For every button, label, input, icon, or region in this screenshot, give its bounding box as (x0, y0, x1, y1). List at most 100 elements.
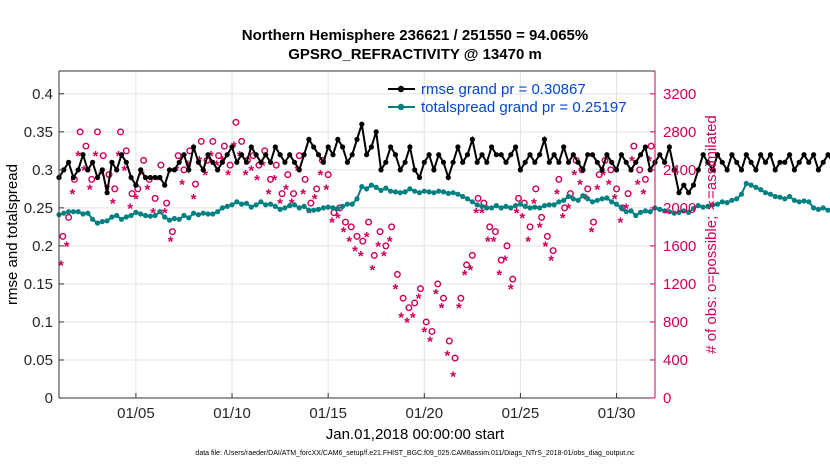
obs-assimilated-marker: * (283, 181, 289, 198)
totalspread-point (330, 205, 336, 211)
obs-possible-marker (157, 161, 165, 169)
totalspread-point (787, 193, 793, 200)
rmse-point (532, 159, 538, 165)
obs-possible-marker (151, 194, 159, 202)
rmse-point (690, 182, 697, 188)
rmse-point (762, 159, 769, 165)
obs-assimilated-marker: * (277, 196, 283, 213)
rmse-point (705, 159, 711, 165)
rmse-point (267, 159, 274, 165)
obs-possible-marker (122, 147, 130, 155)
rmse-point (147, 174, 153, 181)
totalspread-point (123, 214, 129, 220)
rmse-point (724, 167, 730, 173)
rmse-point (349, 152, 355, 158)
y-tick-label: 0.35 (24, 124, 53, 141)
totalspread-point (335, 206, 341, 212)
obs-possible-marker (589, 218, 597, 226)
totalspread-point (681, 208, 687, 214)
rmse-point (397, 167, 403, 173)
totalspread-point (320, 205, 326, 211)
totalspread-point (287, 203, 293, 209)
obs-assimilated-marker: * (571, 167, 577, 184)
totalspread-point (364, 186, 370, 192)
rmse-point (359, 121, 365, 127)
rmse-point (633, 159, 639, 165)
totalspread-point (191, 210, 197, 216)
totalspread-point (219, 205, 225, 211)
rmse-point (806, 159, 812, 165)
obs-assimilated-marker: * (156, 172, 162, 189)
rmse-point (94, 174, 101, 181)
obs-possible-marker (463, 261, 471, 269)
obs-possible-marker (561, 204, 569, 212)
rmse-point (263, 152, 269, 158)
obs-possible-marker (393, 270, 401, 278)
totalspread-point (729, 197, 735, 203)
rmse-point (325, 144, 331, 150)
obs-assimilated-marker: * (75, 148, 81, 165)
data-file-footer: data file: /Users/raeder/DAI/ATM_forcXX/… (195, 450, 635, 457)
obs-assimilated-marker: * (531, 196, 537, 213)
totalspread-point (114, 212, 120, 219)
obs-possible-marker (399, 294, 407, 302)
rmse-point (277, 152, 283, 158)
rmse-point (484, 159, 490, 165)
totalspread-point (426, 189, 432, 195)
rmse-line (58, 123, 830, 196)
totalspread-point (806, 199, 812, 205)
obs-possible-marker (509, 275, 517, 283)
rmse-point (191, 144, 197, 150)
obs-assimilated-marker: * (560, 210, 566, 227)
rmse-point (205, 152, 211, 158)
rmse-point (118, 152, 125, 158)
totalspread-point (85, 210, 91, 216)
obs-assimilated-marker: * (600, 167, 606, 184)
obs-assimilated-marker: * (393, 281, 399, 298)
rmse-point (469, 136, 475, 142)
obs-assimilated-marker: * (502, 253, 508, 270)
totalspread-point (61, 210, 67, 216)
totalspread-point (421, 188, 427, 194)
totalspread-point (412, 188, 418, 194)
rmse-point (565, 159, 572, 165)
obs-assimilated-marker: * (87, 181, 93, 198)
totalspread-point (142, 212, 149, 219)
obs-possible-marker (65, 213, 73, 221)
totalspread-point (700, 204, 706, 210)
totalspread-point (801, 198, 807, 204)
obs-assimilated-marker: * (398, 310, 404, 327)
rmse-point (407, 144, 413, 150)
totalspread-point (200, 210, 206, 216)
obs-assimilated-marker: * (427, 333, 433, 350)
rmse-point (287, 152, 293, 158)
totalspread-point (743, 180, 749, 187)
obs-assimilated-marker: * (145, 181, 151, 198)
obs-possible-marker (359, 237, 367, 245)
obs-possible-marker (376, 228, 384, 236)
totalspread-point (647, 209, 653, 215)
totalspread-point (152, 212, 158, 219)
totalspread-point (344, 201, 350, 207)
y2-tick-label: 0 (663, 390, 671, 407)
totalspread-point (618, 205, 625, 211)
rmse-point (176, 159, 182, 165)
obs-assimilated-marker: * (508, 281, 514, 298)
obs-assimilated-marker: * (456, 300, 462, 317)
x-axis-label: Jan.01,2018 00:00:00 start (325, 426, 505, 443)
totalspread-point (570, 196, 576, 202)
rmse-point (80, 152, 86, 158)
rmse-point (373, 129, 379, 135)
totalspread-point (777, 194, 783, 200)
legend-marker (397, 85, 405, 93)
totalspread-point (782, 196, 788, 202)
obs-assimilated-marker: * (433, 286, 439, 303)
y2-tick-label: 2800 (663, 124, 696, 141)
obs-assimilated-marker: * (133, 191, 139, 208)
obs-possible-marker (607, 166, 615, 174)
rmse-point (825, 152, 830, 158)
totalspread-point (248, 204, 254, 210)
rmse-point (416, 174, 423, 181)
totalspread-point (589, 199, 596, 205)
x-tick-label: 01/05 (117, 405, 155, 422)
